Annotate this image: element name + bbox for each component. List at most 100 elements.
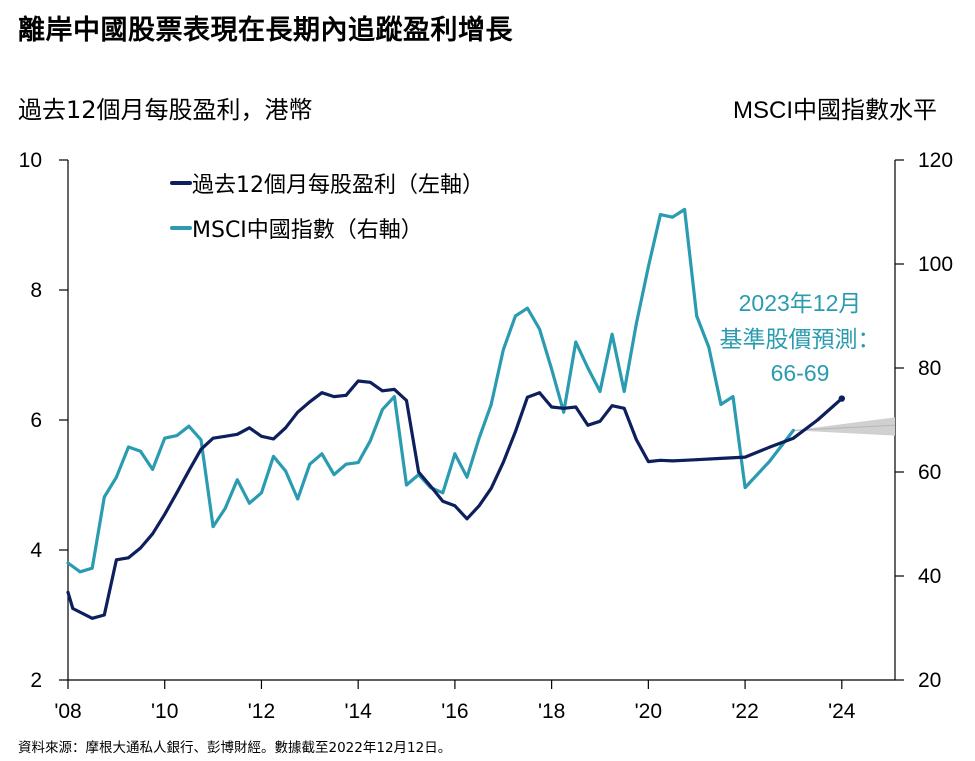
msci-series-line: [66, 207, 795, 574]
msci-data-point: [248, 501, 251, 505]
msci-data-point: [405, 483, 408, 487]
eps-data-point: [598, 419, 602, 423]
x-tick-label: '16: [441, 700, 468, 723]
msci-data-point: [441, 491, 445, 495]
msci-data-point: [320, 452, 324, 456]
eps-data-point: [393, 388, 396, 391]
eps-data-point: [344, 393, 348, 397]
eps-data-point: [332, 395, 336, 398]
right-tick-label: 40: [918, 565, 941, 588]
msci-data-point: [78, 570, 82, 574]
right-tick-label: 80: [918, 357, 941, 380]
msci-data-point: [731, 395, 735, 398]
eps-data-point: [163, 512, 167, 516]
msci-data-point: [610, 332, 614, 336]
annotation-line: 基準股價預測：: [720, 326, 881, 352]
x-tick-label: '12: [248, 700, 275, 723]
msci-data-point: [308, 462, 312, 466]
right-tick-label: 20: [918, 669, 941, 692]
msci-data-point: [223, 507, 227, 510]
eps-data-point: [296, 410, 300, 414]
x-tick-label: '14: [344, 700, 372, 723]
eps-data-point: [127, 556, 130, 560]
eps-data-point: [489, 486, 493, 490]
msci-data-point: [562, 410, 566, 414]
msci-data-point: [634, 322, 638, 326]
eps-data-point: [465, 517, 469, 521]
x-tick-label: '10: [151, 700, 178, 723]
eps-data-point: [115, 558, 118, 562]
eps-data-point: [272, 437, 275, 441]
left-axis-title: 過去12個月每股盈利，港幣: [18, 96, 313, 124]
eps-data-point: [66, 590, 70, 594]
eps-data-point: [235, 432, 239, 436]
msci-data-point: [151, 468, 155, 471]
msci-data-point: [66, 561, 70, 565]
left-tick-label: 6: [30, 409, 42, 432]
forecast-band: [793, 417, 896, 436]
eps-data-point: [248, 426, 251, 430]
left-tick-label: 4: [30, 539, 42, 562]
msci-data-point: [622, 390, 626, 393]
eps-data-point: [308, 400, 312, 404]
eps-data-point: [671, 459, 674, 463]
eps-data-point: [743, 455, 747, 459]
msci-data-point: [356, 461, 360, 464]
series-lines: [66, 207, 846, 620]
msci-data-point: [296, 497, 300, 501]
eps-data-point: [320, 391, 324, 395]
eps-data-point: [199, 447, 203, 451]
annotation-line: 66-69: [771, 360, 830, 386]
eps-data-point: [405, 399, 408, 402]
msci-data-point: [671, 215, 674, 219]
eps-data-point: [647, 460, 650, 463]
eps-data-point: [562, 406, 566, 410]
axes: 2 4 6 8 10 20 40 60 80 100 120 '08 '10 '12 '14 '16 '18 '2…: [19, 149, 953, 723]
left-tick-label: 2: [30, 669, 42, 692]
right-tick-label: 120: [918, 149, 953, 172]
msci-data-point: [453, 452, 457, 456]
msci-data-point: [332, 473, 336, 476]
eps-data-point: [477, 504, 481, 508]
forecast-band-midline: [793, 424, 896, 431]
eps-data-point: [816, 418, 819, 422]
eps-data-point: [453, 504, 457, 508]
msci-data-point: [465, 475, 469, 479]
eps-data-point: [550, 405, 553, 409]
msci-data-point: [260, 491, 263, 495]
eps-data-point: [211, 436, 215, 440]
msci-data-point: [586, 366, 590, 370]
x-tick-label: '24: [828, 700, 856, 723]
eps-data-point: [151, 532, 155, 536]
eps-data-point: [574, 405, 578, 409]
msci-data-point: [659, 213, 662, 217]
eps-series-line: [66, 379, 844, 620]
eps-data-point: [622, 406, 626, 410]
chart-title: 離岸中國股票表現在長期內追蹤盈利增長: [18, 15, 513, 46]
right-axis-title: MSCI中國指數水平: [733, 97, 937, 124]
eps-data-point: [441, 499, 445, 503]
msci-data-point: [344, 462, 348, 466]
msci-data-point: [574, 340, 578, 344]
left-tick-label: 8: [30, 279, 42, 302]
msci-data-point: [501, 348, 505, 352]
msci-data-point: [526, 306, 529, 310]
eps-data-point: [767, 445, 771, 449]
msci-data-point: [477, 436, 481, 440]
eps-data-point: [610, 404, 614, 408]
left-tick-label: 10: [19, 149, 42, 172]
msci-data-point: [199, 438, 203, 442]
msci-data-point: [284, 469, 287, 473]
annotation-line: 2023年12月: [739, 290, 862, 316]
eps-data-point: [223, 434, 227, 438]
eps-end-marker: [838, 395, 846, 402]
msci-data-point: [127, 445, 130, 449]
msci-data-point: [767, 460, 771, 463]
eps-data-point: [429, 484, 433, 488]
msci-data-point: [393, 395, 396, 398]
msci-data-point: [647, 265, 650, 268]
eps-data-point: [356, 379, 360, 383]
eps-data-point: [139, 546, 142, 550]
msci-data-point: [683, 208, 686, 211]
